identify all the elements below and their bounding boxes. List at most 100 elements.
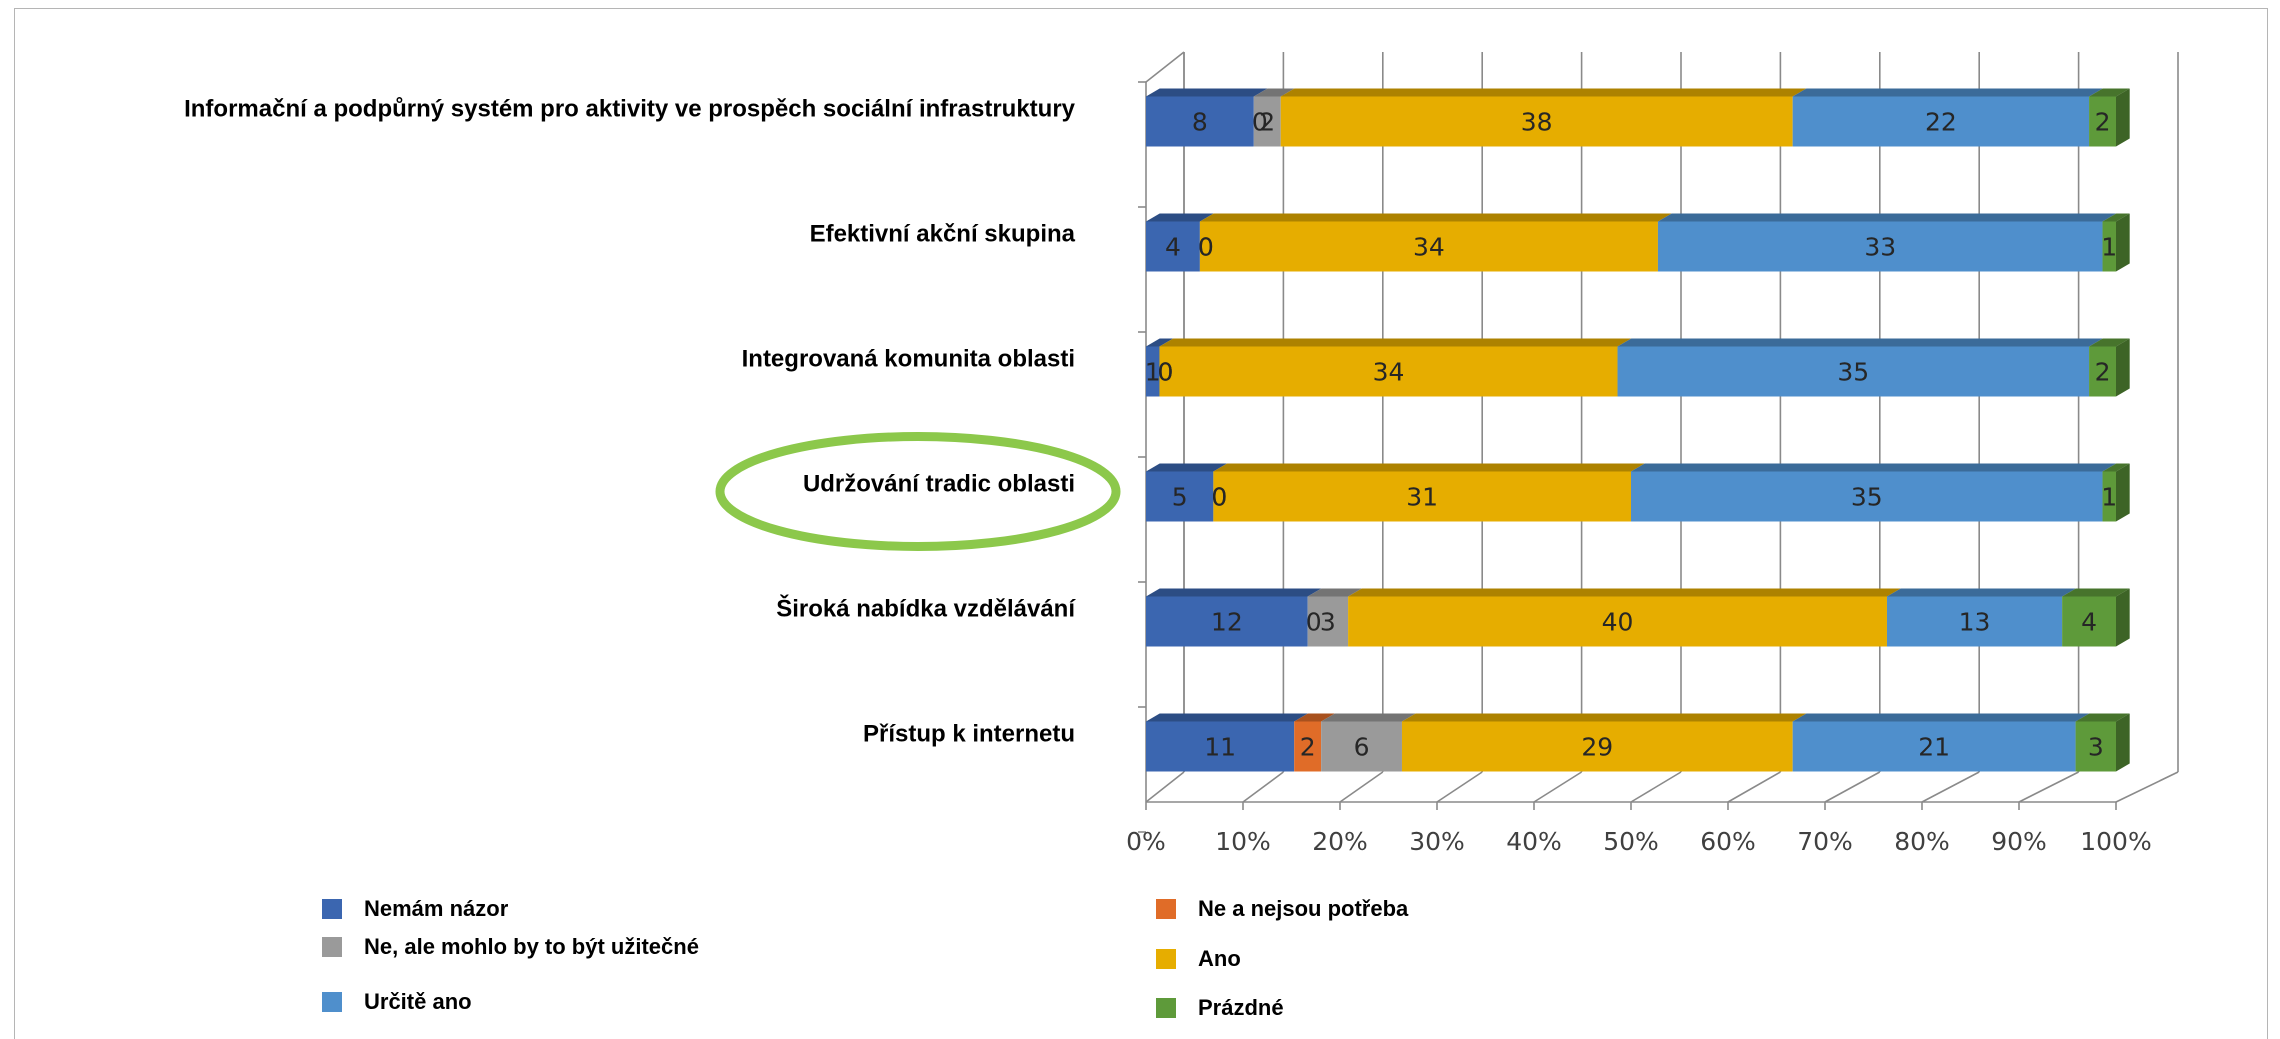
bar-segment — [1348, 588, 1901, 647]
x-axis-tick-labels: 0% 10% 20% 30% 40% 50% 60% 70% 80% 90% 100% — [1126, 827, 2152, 856]
legend-item: Ne, ale mohlo by to být užitečné — [322, 934, 699, 960]
category-labels: Informační a podpůrný systém pro aktivit… — [184, 96, 1076, 748]
data-label: 11 — [1204, 733, 1236, 762]
bar-segment — [1401, 713, 1807, 772]
x-tick-label: 90% — [1991, 827, 2047, 856]
bar-end-face — [2116, 463, 2130, 522]
data-label: 12 — [1211, 608, 1243, 637]
legend-swatch — [1156, 899, 1176, 919]
highlight-marker — [715, 432, 1121, 551]
gridline-floor — [1339, 771, 1384, 803]
bar-end-face — [2116, 88, 2130, 147]
data-label: 2 — [1300, 733, 1316, 762]
bar-segment — [1294, 713, 1335, 772]
data-label: 0 — [1211, 483, 1227, 512]
gridline-floor — [1145, 771, 1185, 803]
legend-item: Prázdné — [1156, 995, 1284, 1021]
bar-segment — [1146, 338, 1174, 397]
bar-segment — [1146, 88, 1268, 147]
chart-grid — [1138, 51, 2179, 833]
data-label: 38 — [1521, 108, 1553, 137]
category-label: Udržování tradic oblasti — [803, 471, 1075, 498]
gridline-floor — [1533, 771, 1583, 803]
x-tick-label: 50% — [1603, 827, 1659, 856]
bar-segment — [2089, 88, 2130, 147]
x-tick-label: 80% — [1894, 827, 1950, 856]
x-tick-label: 10% — [1215, 827, 1271, 856]
bar-segment — [1657, 213, 2117, 272]
bar-segment — [2075, 713, 2130, 772]
data-label: 22 — [1925, 108, 1957, 137]
legend-swatch — [322, 899, 342, 919]
x-tick-label: 60% — [1700, 827, 1756, 856]
data-label: 3 — [2088, 733, 2104, 762]
bar-segment — [1307, 588, 1362, 647]
gridline-floor — [1242, 771, 1284, 803]
data-label: 21 — [1918, 733, 1950, 762]
legend-label: Ne, ale mohlo by to být užitečné — [364, 934, 699, 959]
legend-label: Určitě ano — [364, 989, 472, 1014]
bar-segment — [1159, 338, 1632, 397]
legend-item: Nemám názor — [322, 896, 508, 922]
data-label: 40 — [1602, 608, 1634, 637]
bar-segment — [2062, 588, 2130, 647]
bar-segment — [2102, 463, 2130, 522]
legend-item: Ne a nejsou potřeba — [1156, 896, 1408, 922]
data-label: 0 — [1211, 483, 1227, 512]
legend-item: Ano — [1156, 946, 1241, 972]
data-label: 2 — [2095, 358, 2111, 387]
bar-segment — [1321, 713, 1416, 772]
legend-item: Určitě ano — [322, 989, 472, 1015]
data-label: 0 — [1158, 358, 1174, 387]
data-label: 1 — [1145, 358, 1161, 387]
data-label: 2 — [1259, 108, 1275, 137]
chart-bars — [1146, 88, 2130, 772]
bar-end-face — [2116, 588, 2130, 647]
category-label: Přístup k internetu — [863, 721, 1075, 748]
x-tick-label: 0% — [1126, 827, 1166, 856]
legend-swatch — [1156, 998, 1176, 1018]
bar-segment — [1631, 463, 2117, 522]
bar-end-face — [2116, 713, 2130, 772]
gridline-floor — [2018, 771, 2079, 803]
x-tick-label: 20% — [1312, 827, 1368, 856]
data-label: 8 — [1192, 108, 1208, 137]
data-label: 2 — [2095, 108, 2111, 137]
x-tick-label: 30% — [1409, 827, 1465, 856]
data-label: 4 — [1165, 233, 1181, 262]
data-label: 5 — [1172, 483, 1188, 512]
legend-swatch — [322, 992, 342, 1012]
legend-swatch — [322, 937, 342, 957]
legend-label: Ano — [1198, 946, 1241, 971]
bar-end-face — [2116, 213, 2130, 272]
highlight-ellipse — [715, 432, 1121, 551]
bar-segment — [1253, 88, 1295, 147]
legend-swatch — [1156, 949, 1176, 969]
data-label: 35 — [1851, 483, 1883, 512]
bar-segment — [1792, 713, 2090, 772]
data-label: 13 — [1959, 608, 1991, 637]
bar-segment — [1146, 463, 1228, 522]
data-label: 31 — [1406, 483, 1438, 512]
gridline-floor — [1727, 771, 1781, 803]
data-label: 33 — [1864, 233, 1896, 262]
gridline-floor — [1630, 771, 1682, 803]
bar-segment — [2102, 213, 2130, 272]
data-label: 0 — [1252, 108, 1268, 137]
data-label: 1 — [2101, 483, 2117, 512]
bar-segment — [1792, 88, 2103, 147]
bar-segment — [1280, 88, 1807, 147]
data-label: 3 — [1320, 608, 1336, 637]
data-label: 34 — [1413, 233, 1445, 262]
category-label: Široká nabídka vzdělávání — [776, 595, 1076, 623]
gridline-floor — [1824, 771, 1881, 803]
legend-label: Prázdné — [1198, 995, 1284, 1020]
legend-label: Nemám názor — [364, 896, 509, 921]
data-label: 34 — [1373, 358, 1405, 387]
data-label: 1 — [2101, 233, 2117, 262]
x-tick-label: 40% — [1506, 827, 1562, 856]
data-label: 4 — [2081, 608, 2097, 637]
data-label: 35 — [1837, 358, 1869, 387]
